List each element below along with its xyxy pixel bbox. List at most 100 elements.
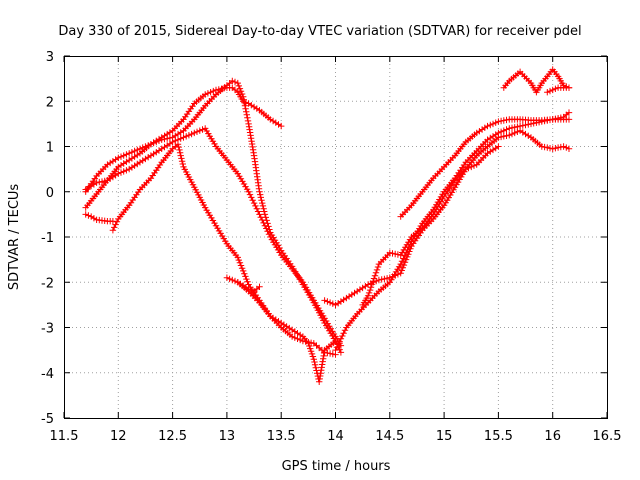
data-point-marker [288, 333, 296, 340]
data-point-marker [503, 132, 510, 139]
data-point-marker [514, 123, 521, 130]
x-tick-label: 16.5 [593, 429, 622, 444]
data-series [82, 66, 573, 385]
data-point-marker [238, 265, 246, 272]
data-point-marker [500, 117, 507, 124]
data-point-marker [185, 132, 193, 139]
data-point-marker [131, 147, 138, 155]
data-point-marker [178, 155, 185, 162]
data-point-marker [240, 93, 247, 100]
data-point-marker [202, 91, 209, 98]
data-point-marker [112, 221, 119, 228]
data-point-marker [117, 169, 125, 176]
data-point-marker [563, 144, 570, 151]
data-point-marker [88, 213, 95, 220]
data-point-marker [508, 130, 516, 138]
data-point-marker [153, 138, 160, 146]
data-point-marker [267, 116, 274, 123]
data-point-marker [158, 136, 165, 143]
data-point-marker [374, 263, 382, 271]
data-point-marker [210, 87, 217, 95]
data-point-marker [389, 250, 396, 257]
data-point-marker [373, 266, 381, 274]
data-point-marker [398, 258, 406, 265]
data-point-marker [519, 122, 526, 129]
data-point-marker [248, 194, 255, 201]
y-tick-label: 1 [46, 141, 54, 156]
data-point-marker [191, 129, 198, 137]
data-point-marker [311, 358, 318, 366]
data-point-marker [544, 144, 551, 151]
data-point-marker [234, 79, 241, 87]
x-tick-label: 11.5 [50, 429, 79, 444]
data-point-marker [123, 151, 130, 158]
data-point-marker [506, 125, 513, 132]
data-point-marker [311, 361, 319, 368]
data-point-marker [193, 128, 201, 135]
data-point-marker [468, 163, 475, 171]
data-point-marker [177, 135, 184, 142]
data-point-marker [337, 335, 345, 342]
data-point-marker [249, 197, 256, 204]
data-point-marker [546, 87, 554, 95]
data-point-marker [401, 259, 409, 266]
data-point-marker [465, 164, 472, 172]
data-point-marker [234, 254, 241, 261]
data-point-marker [90, 215, 98, 222]
data-point-marker [85, 212, 92, 219]
data-point-marker [252, 202, 259, 210]
data-point-marker [259, 202, 267, 210]
data-point-marker [246, 191, 254, 198]
data-point-marker [176, 146, 183, 154]
data-point-marker [332, 346, 339, 354]
y-tick-label: 2 [46, 95, 54, 110]
data-point-marker [178, 158, 186, 165]
data-point-marker [243, 108, 250, 115]
data-point-marker [244, 278, 251, 285]
data-point-marker [147, 141, 155, 148]
data-point-marker [549, 145, 556, 152]
data-point-marker [236, 259, 244, 266]
data-point-marker [264, 228, 271, 235]
data-point-marker [335, 341, 342, 348]
data-point-marker [400, 255, 407, 262]
y-tick-label: 0 [46, 186, 54, 201]
data-point-marker [257, 214, 264, 221]
data-point-marker [333, 344, 341, 351]
data-point-marker [383, 275, 391, 282]
data-point-marker [399, 264, 406, 271]
data-point-marker [557, 143, 564, 151]
data-point-marker [260, 205, 267, 212]
data-point-marker [366, 286, 374, 294]
data-point-marker [123, 167, 130, 174]
data-point-marker [402, 256, 410, 263]
data-point-marker [244, 114, 251, 121]
data-point-marker [244, 117, 252, 125]
y-tick-label: -4 [41, 367, 54, 382]
data-point-marker [229, 77, 236, 85]
series-track-11 [359, 143, 502, 309]
data-point-marker [487, 121, 494, 129]
data-point-marker [381, 275, 388, 283]
data-point-marker [150, 139, 157, 147]
data-point-marker [336, 338, 343, 345]
data-point-marker [397, 270, 404, 277]
data-point-marker [256, 211, 263, 218]
data-point-marker [309, 353, 317, 360]
data-point-marker [109, 227, 117, 234]
data-point-marker [257, 194, 264, 201]
data-point-marker [310, 356, 317, 363]
data-point-marker [111, 224, 118, 231]
data-point-marker [321, 297, 328, 304]
data-point-marker [497, 128, 505, 135]
data-point-marker [117, 153, 125, 160]
data-point-marker [500, 127, 507, 134]
data-point-marker [231, 78, 239, 86]
data-point-marker [398, 267, 405, 274]
data-point-marker [364, 292, 372, 299]
data-point-marker [307, 345, 314, 352]
data-point-marker [278, 122, 285, 130]
data-point-marker [470, 162, 478, 169]
data-point-marker [245, 188, 252, 195]
